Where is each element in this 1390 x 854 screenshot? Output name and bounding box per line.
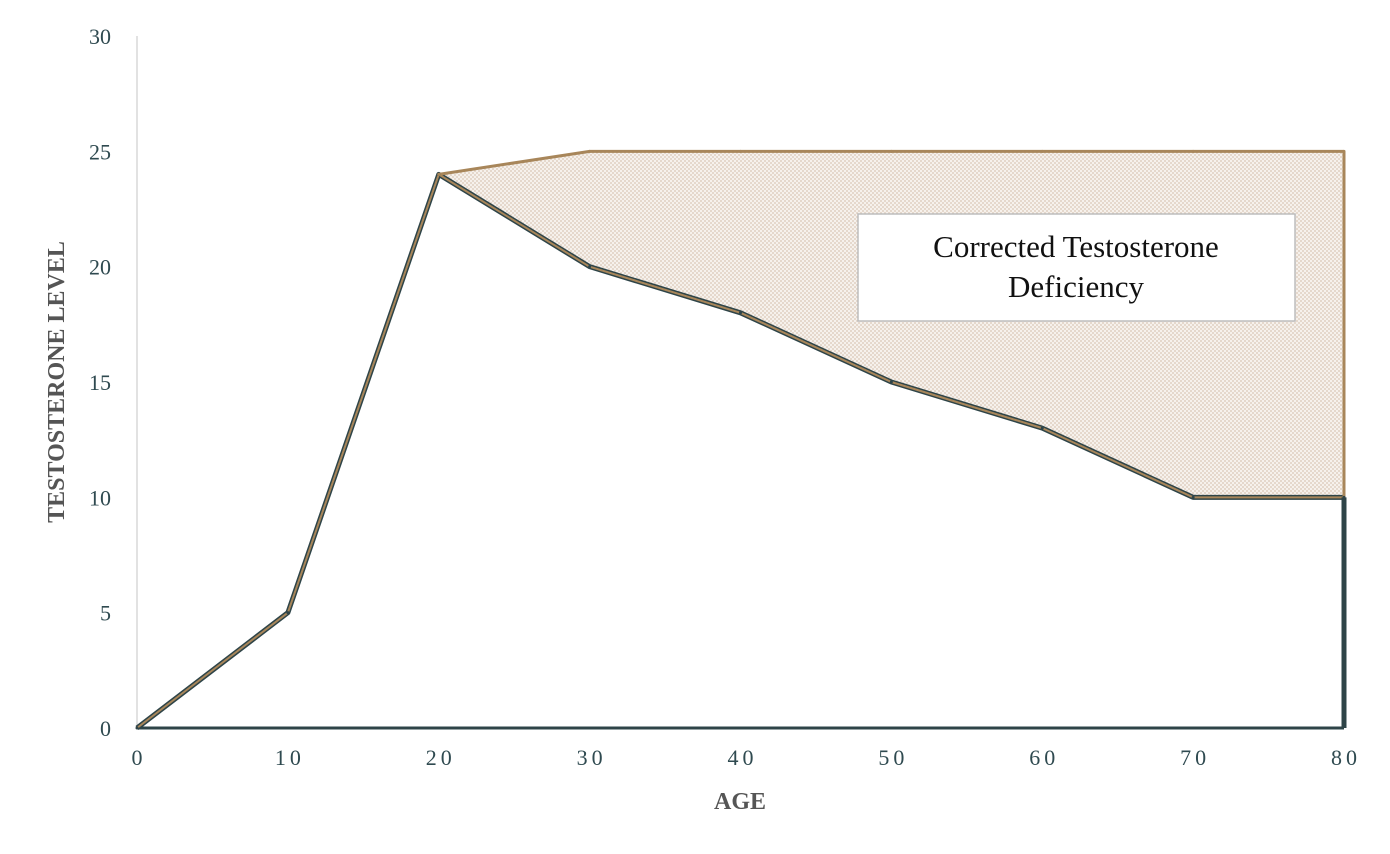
annotation-frame <box>857 213 1296 322</box>
x-tick-label: 70 <box>1180 745 1210 770</box>
x-tick-label: 50 <box>878 745 908 770</box>
y-tick-label: 10 <box>89 485 111 510</box>
x-tick-label: 30 <box>577 745 607 770</box>
natural-decline-point <box>1040 426 1044 430</box>
natural-decline-point <box>739 311 742 315</box>
corrected-upper-point <box>1040 149 1044 153</box>
y-tick-label: 5 <box>100 601 111 626</box>
corrected-upper-point <box>1342 149 1346 153</box>
natural-decline-point <box>286 611 290 615</box>
natural-decline-point <box>588 265 592 269</box>
x-tick-label: 20 <box>426 745 456 770</box>
y-axis-title: TESTOSTERONE LEVEL <box>44 241 70 523</box>
y-tick-label: 0 <box>100 716 111 741</box>
x-tick-label: 40 <box>728 745 758 770</box>
y-tick-label: 20 <box>89 255 111 280</box>
annotation-box: Corrected Testosterone Deficiency <box>857 213 1296 322</box>
corrected-upper-point <box>739 149 742 153</box>
x-tick-label: 60 <box>1029 745 1059 770</box>
natural-decline-point <box>1191 495 1195 499</box>
x-axis-title: AGE <box>714 789 766 815</box>
corrected-upper-point <box>588 149 592 153</box>
corrected-upper-point <box>889 149 893 153</box>
natural-decline-point <box>889 380 893 384</box>
corrected-upper-point <box>1191 149 1195 153</box>
natural-decline-point <box>135 726 139 730</box>
annotation-line-2: Deficiency <box>1008 269 1144 304</box>
x-tick-label: 0 <box>132 745 147 770</box>
y-tick-label: 25 <box>89 139 111 164</box>
y-tick-label: 15 <box>89 370 111 395</box>
annotation-line-1: Corrected Testosterone <box>933 229 1219 264</box>
corrected-upper-point <box>437 172 441 176</box>
x-tick-label: 80 <box>1331 745 1361 770</box>
natural-decline-point <box>1342 495 1346 499</box>
corrected-deficiency-area <box>438 151 1344 498</box>
y-tick-label: 30 <box>89 24 111 49</box>
x-tick-label: 10 <box>275 745 305 770</box>
